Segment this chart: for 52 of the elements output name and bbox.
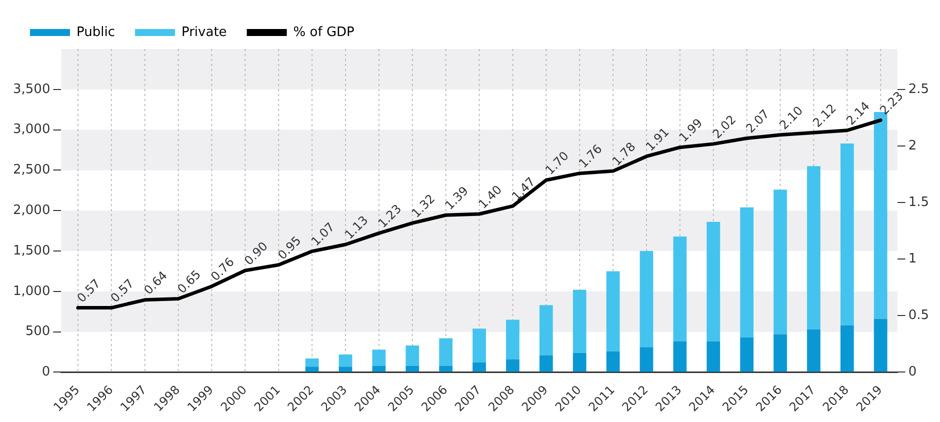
- y2-tick-label: 1: [908, 252, 917, 267]
- bar: [406, 346, 420, 366]
- legend-label: Private: [181, 24, 227, 40]
- y-tick-label: 2,000: [13, 202, 50, 218]
- bar: [840, 144, 854, 326]
- bar: [472, 328, 486, 363]
- y-tick-label: 500: [25, 324, 50, 340]
- bar: [572, 352, 586, 372]
- y2-tick-label: 0: [908, 364, 917, 380]
- bar: [640, 347, 654, 372]
- bar: [439, 338, 453, 366]
- bar: [807, 166, 820, 330]
- bar: [338, 366, 352, 372]
- bar: [740, 207, 754, 338]
- bar: [506, 320, 520, 360]
- bar: [606, 271, 620, 352]
- bar: [372, 366, 386, 372]
- bar: [506, 359, 520, 372]
- y-tick-label: 2,500: [13, 162, 50, 178]
- y2-tick-label: 1.5: [908, 195, 930, 210]
- bar: [640, 251, 654, 348]
- bar: [740, 337, 754, 372]
- bar: [807, 329, 820, 372]
- bar: [774, 334, 787, 372]
- bar: [472, 362, 486, 372]
- bar: [874, 318, 888, 372]
- bar: [774, 190, 787, 334]
- legend-label: % of GDP: [293, 24, 355, 40]
- y2-tick-label: 0.5: [908, 308, 930, 324]
- y-tick-label: 0: [42, 364, 50, 380]
- bar: [673, 236, 687, 342]
- bar: [706, 342, 720, 372]
- bar: [606, 351, 620, 372]
- bar: [572, 290, 586, 353]
- bar: [539, 355, 553, 372]
- y2-tick-label: 2: [908, 138, 917, 154]
- bar: [406, 366, 420, 372]
- bar: [372, 350, 386, 366]
- bar: [338, 354, 352, 367]
- y-tick-label: 3,500: [13, 82, 50, 97]
- bar: [840, 325, 854, 372]
- bar: [706, 222, 720, 342]
- bar: [305, 366, 319, 372]
- bar: [439, 366, 453, 372]
- bar: [673, 342, 687, 372]
- legend-label: Public: [76, 24, 115, 40]
- y-tick-label: 1,500: [13, 243, 50, 258]
- y-tick-label: 3,000: [13, 122, 50, 138]
- y2-tick-label: 2.5: [908, 82, 930, 98]
- bar: [305, 358, 319, 367]
- bar: [539, 305, 553, 356]
- y-tick-label: 1,000: [13, 284, 50, 299]
